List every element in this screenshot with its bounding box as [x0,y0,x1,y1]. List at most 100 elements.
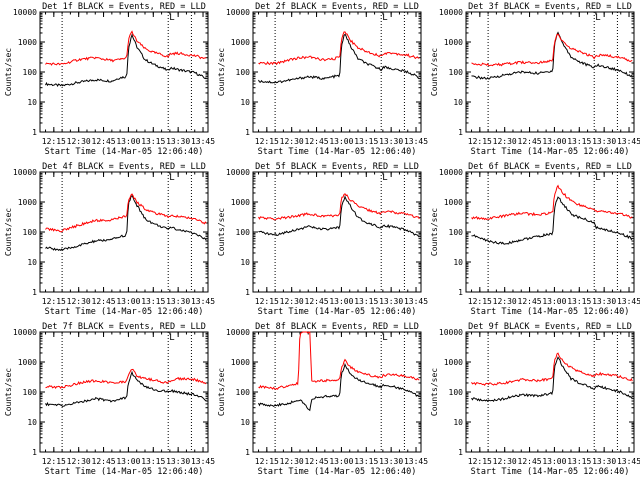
x-tick-label: 12:30 [67,137,91,146]
x-tick-label: 13:30 [166,297,190,306]
y-tick-label: 100 [449,388,464,397]
x-tick-label: 12:15 [468,297,492,306]
x-axis-label: Start Time (14-Mar-05 12:06:40) [45,307,204,317]
events-series-line [258,362,420,412]
y-tick-label: 100 [449,68,464,77]
plot-frame [252,171,422,293]
x-tick-label: 12:45 [518,457,542,466]
x-tick-label: 13:15 [567,297,591,306]
x-tick-label: 13:15 [141,137,165,146]
detector-panel: L 1 10 100 1000 10000 12:15 12:30 12:45 13:00 13:1… [4,322,215,477]
panel-title: Det 6f BLACK = Events, RED = LLD [468,162,632,172]
y-tick-label: 100 [449,228,464,237]
y-tick-label: 1000 [444,198,463,207]
plot-frame [465,331,635,453]
detector-panel: L 1 10 100 1000 10000 12:15 12:30 12:45 13:00 13:1… [430,162,640,317]
x-axis-label: Start Time (14-Mar-05 12:06:40) [45,467,204,477]
lld-series-line [471,184,633,221]
detector-panel: L 1 10 100 1000 10000 12:15 12:30 12:45 13:00 13:1… [217,162,428,317]
y-tick-label: 10000 [439,8,463,17]
flag-label: L [595,173,600,183]
y-axis-label: Counts/sec [217,368,226,416]
panel-title: Det 7f BLACK = Events, RED = LLD [42,322,206,332]
lld-series-line [45,368,207,389]
panel-title: Det 3f BLACK = Events, RED = LLD [468,2,632,12]
events-series-line [258,33,420,84]
y-tick-label: 1 [245,288,250,297]
y-tick-label: 1000 [231,38,250,47]
x-tick-label: 13:00 [116,457,140,466]
x-tick-label: 13:30 [592,297,616,306]
x-tick-label: 12:45 [92,457,116,466]
x-tick-label: 12:45 [518,297,542,306]
x-tick-label: 12:30 [493,137,517,146]
y-axis-label: Counts/sec [430,208,439,256]
y-tick-label: 1000 [18,38,37,47]
y-tick-label: 10000 [13,328,37,337]
y-tick-label: 1 [458,448,463,457]
x-tick-label: 12:15 [255,457,279,466]
detector-panel: L 1 10 100 1000 10000 12:15 12:30 12:45 13:00 13:1… [4,2,215,157]
x-tick-label: 12:15 [255,297,279,306]
x-tick-label: 12:15 [42,297,66,306]
plot-frame [39,331,209,453]
x-tick-label: 13:15 [354,457,378,466]
flag-label: L [382,173,387,183]
x-axis-label: Start Time (14-Mar-05 12:06:40) [258,307,417,317]
y-tick-label: 1000 [231,358,250,367]
x-tick-label: 13:00 [542,137,566,146]
x-tick-label: 13:30 [166,457,190,466]
y-tick-label: 10 [240,258,250,267]
x-tick-label: 13:15 [354,297,378,306]
y-tick-label: 100 [23,68,38,77]
x-axis-label: Start Time (14-Mar-05 12:06:40) [258,467,417,477]
x-tick-label: 13:45 [617,137,640,146]
x-tick-label: 13:30 [592,137,616,146]
events-series-line [471,356,633,402]
x-tick-label: 13:15 [354,137,378,146]
x-tick-label: 13:45 [404,457,428,466]
y-tick-label: 1000 [18,198,37,207]
detector-panel: L 1 10 100 1000 10000 12:15 12:30 12:45 13:00 13:1… [430,2,640,157]
detector-panel: L 1 10 100 1000 10000 12:15 12:30 12:45 13:00 13:1… [4,162,215,317]
x-tick-label: 12:45 [92,137,116,146]
y-tick-label: 100 [236,388,251,397]
x-tick-label: 13:45 [617,297,640,306]
y-tick-label: 10 [453,258,463,267]
x-tick-label: 12:30 [67,457,91,466]
y-tick-label: 100 [23,388,38,397]
y-tick-label: 1000 [231,198,250,207]
x-tick-label: 13:45 [191,297,215,306]
x-tick-label: 12:15 [468,137,492,146]
events-series-line [471,196,633,245]
plot-frame [39,171,209,293]
flag-label: L [382,333,387,343]
x-tick-label: 13:15 [141,457,165,466]
x-axis-label: Start Time (14-Mar-05 12:06:40) [471,467,630,477]
x-tick-label: 13:45 [191,137,215,146]
x-tick-label: 13:45 [404,297,428,306]
y-tick-label: 100 [23,228,38,237]
x-tick-label: 13:45 [404,137,428,146]
x-tick-label: 12:45 [305,137,329,146]
y-tick-label: 1000 [444,38,463,47]
panel-title: Det 1f BLACK = Events, RED = LLD [42,2,206,12]
x-axis-label: Start Time (14-Mar-05 12:06:40) [471,307,630,317]
x-tick-label: 12:45 [305,297,329,306]
events-series-line [45,370,207,407]
lld-series-line [45,30,207,66]
detector-panel: L 1 10 100 1000 10000 12:15 12:30 12:45 13:00 13:1… [430,322,640,477]
y-tick-label: 10 [240,418,250,427]
y-tick-label: 1 [458,288,463,297]
x-tick-label: 12:30 [67,297,91,306]
x-tick-label: 13:00 [542,457,566,466]
y-tick-label: 10000 [439,168,463,177]
x-tick-label: 12:30 [280,137,304,146]
x-tick-label: 13:15 [567,137,591,146]
y-tick-label: 1 [245,448,250,457]
y-axis-label: Counts/sec [4,48,13,96]
plot-frame [39,11,209,133]
x-tick-label: 13:00 [329,137,353,146]
x-tick-label: 13:15 [141,297,165,306]
y-tick-label: 1000 [18,358,37,367]
